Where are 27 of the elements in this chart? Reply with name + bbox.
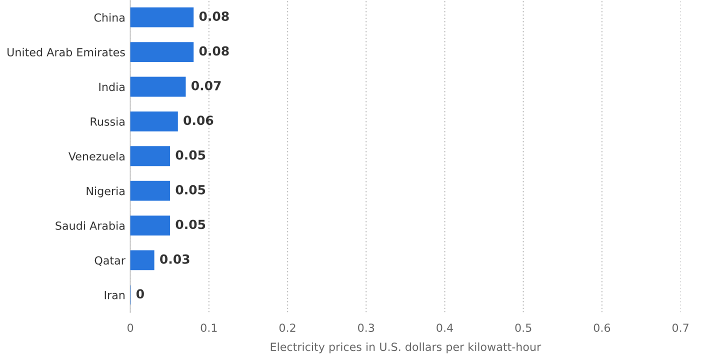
y-tick-label: Nigeria: [86, 186, 124, 198]
data-label: 0.08: [199, 46, 229, 56]
y-tick-label: Qatar: [94, 256, 126, 266]
x-tick-label: 0.3: [358, 324, 374, 332]
y-tick-label: Iran: [104, 291, 125, 300]
data-label: 0: [136, 289, 144, 299]
data-label: 0.03: [160, 254, 190, 264]
x-tick-label: 0.1: [200, 324, 217, 332]
data-label: 0.05: [176, 220, 206, 230]
data-label: 0.06: [184, 116, 214, 126]
x-tick-label: 0.6: [594, 324, 610, 332]
x-tick-label: 0: [128, 324, 134, 332]
data-label: 0.05: [176, 185, 206, 194]
y-tick-label: Russia: [90, 117, 124, 126]
data-label: 0.07: [191, 80, 221, 90]
y-tick-label: India: [99, 82, 124, 92]
y-tick-label: Saudi Arabia: [56, 221, 124, 230]
y-tick-label: Venezuela: [68, 152, 124, 161]
x-tick-label: 0.4: [436, 324, 453, 332]
x-tick-label: 0.5: [515, 324, 532, 332]
data-label: 0.05: [176, 150, 206, 160]
x-tick-label: 0.7: [672, 324, 688, 332]
x-tick-label: 0.2: [279, 324, 296, 332]
x-axis-title: Electricity prices in U.S. dollars per kilowatt-hour: [270, 342, 542, 354]
y-tick-label: United Arab Emirates: [8, 48, 125, 56]
y-tick-label: China: [94, 13, 124, 22]
data-label: 0.08: [199, 12, 229, 21]
